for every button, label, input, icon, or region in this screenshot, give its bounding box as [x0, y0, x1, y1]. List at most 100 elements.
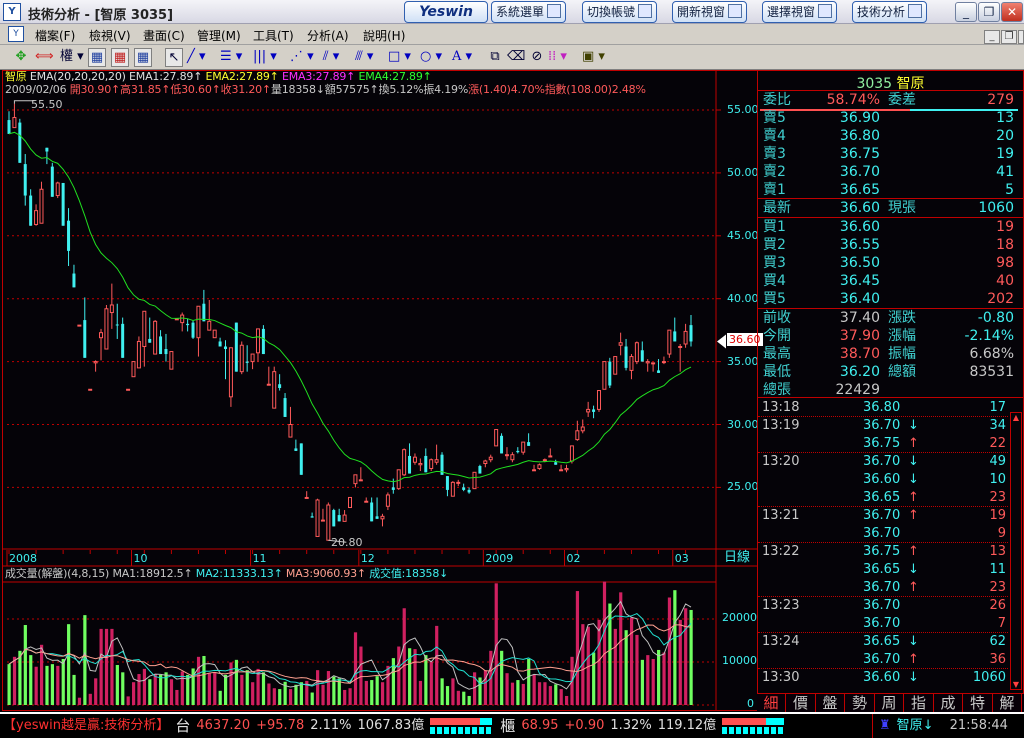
eraser-icon[interactable]: ⌫ [507, 49, 526, 64]
text-icon[interactable]: A ▾ [452, 49, 473, 64]
line-icon[interactable]: ╱ ▾ [187, 49, 206, 64]
candle [142, 310, 147, 367]
candle-body [39, 188, 44, 224]
menu-view[interactable]: 檢視(V) [89, 29, 131, 43]
period-label[interactable]: 日線 [724, 550, 751, 565]
panel-tabs: 細價盤勢周指成特解 [757, 693, 1024, 713]
volume-bar [635, 634, 639, 705]
close-button[interactable]: ✕ [1001, 2, 1023, 22]
volume-bar [77, 697, 82, 705]
menu-file[interactable]: 檔案(F) [35, 29, 76, 43]
volume-bar [462, 691, 466, 705]
candle [456, 479, 461, 487]
move-icon[interactable]: ✥ [15, 49, 27, 64]
quote-panel: 3035 智原 委比 58.74% 委差 279 最新 36.60 現張 106… [757, 70, 1024, 712]
palette-icon[interactable]: ⁞⁞ ▾ [548, 49, 567, 64]
window-icon-3[interactable]: ▦ [134, 48, 152, 67]
stat-label-2: 漲幅 [888, 328, 916, 344]
volume-bar [337, 678, 341, 705]
tick-group-divider [758, 596, 1008, 597]
menu-tools[interactable]: 工具(T) [253, 29, 294, 43]
rights-dropdown[interactable]: 權 ▾ [60, 49, 84, 64]
candle [596, 390, 601, 412]
tab-3[interactable]: 勢 [846, 694, 875, 713]
menu-help[interactable]: 說明(H) [363, 29, 406, 43]
window-icon-2[interactable]: ▦ [111, 48, 129, 67]
candle [554, 459, 558, 465]
horizontal-lines-icon[interactable]: ☰ ▾ [220, 49, 243, 64]
candle-body [569, 445, 574, 462]
tab-1[interactable]: 價 [787, 694, 816, 713]
tab-7[interactable]: 特 [964, 694, 993, 713]
candle-body [456, 481, 461, 484]
volume-bar [467, 695, 471, 705]
app-menu-icon[interactable]: Y [8, 26, 24, 42]
stat-label: 前收 [763, 310, 791, 326]
tab-5[interactable]: 指 [905, 694, 934, 713]
tick-qty: 13 [989, 544, 1006, 559]
minimize-button[interactable]: _ [955, 2, 977, 22]
candle-body [651, 362, 656, 365]
candle [445, 476, 449, 497]
vertical-lines-icon[interactable]: ||| ▾ [253, 49, 277, 64]
pointer-icon[interactable]: ↖ [165, 48, 183, 67]
volume-bar [191, 668, 195, 705]
tick-arrow: ↓ [908, 418, 919, 433]
channel-icon[interactable]: ⫻ ▾ [355, 49, 374, 64]
mdi-restore-button[interactable]: ❐ [1001, 30, 1017, 44]
tab-6[interactable]: 成 [934, 694, 963, 713]
tick-row: 13:23 36.70 26 [758, 597, 1008, 615]
technical-analysis-button[interactable]: 技術分析 [852, 1, 928, 23]
save-icon[interactable]: ▣ ▾ [582, 49, 605, 64]
scroll-up-icon[interactable]: ▲ [1012, 413, 1020, 422]
tab-8[interactable]: 解 [993, 694, 1022, 713]
volume-bar [478, 677, 482, 705]
mdi-close-button[interactable] [1018, 30, 1024, 44]
switch-account-button[interactable]: 切換帳號 [582, 1, 658, 23]
copy-icon[interactable]: ⧉ [490, 49, 500, 64]
fan-icon[interactable]: ⋰ ▾ [290, 49, 314, 64]
candlestick-chart[interactable] [0, 0, 757, 712]
menu-screen[interactable]: 畫面(C) [143, 29, 185, 43]
tick-price: 36.75 [863, 436, 901, 451]
tab-0[interactable]: 細 [757, 694, 786, 713]
bids-qty: 202 [987, 291, 1014, 307]
yeswin-logo-button[interactable]: Yeswin [404, 1, 488, 23]
alert-stock[interactable]: 智原↓ [896, 718, 934, 733]
candle [586, 401, 591, 417]
menu-analysis[interactable]: 分析(A) [307, 29, 349, 43]
tick-time: 13:21 [762, 508, 800, 523]
tab-2[interactable]: 盤 [816, 694, 845, 713]
menu-manage[interactable]: 管理(M) [197, 29, 241, 43]
ellipse-icon[interactable]: ○ ▾ [420, 49, 443, 64]
maximize-button[interactable]: ❐ [978, 2, 1000, 22]
signal-tower-icon: ♜ [879, 718, 891, 733]
asks-qty: 20 [996, 128, 1014, 144]
mdi-minimize-button[interactable]: _ [984, 30, 1000, 44]
candle [450, 481, 455, 497]
candle [385, 492, 390, 511]
lock-icon[interactable]: ⊘ [531, 49, 543, 64]
tick-group-divider [758, 542, 1008, 543]
tab-4[interactable]: 周 [875, 694, 904, 713]
candle [239, 341, 244, 375]
ticks-scrollbar[interactable]: ▲ ▼ [1010, 412, 1022, 690]
header-field: 智原 [5, 70, 27, 83]
rectangle-icon[interactable]: □ ▾ [388, 49, 411, 64]
scroll-down-icon[interactable]: ▼ [1012, 680, 1020, 689]
window-icon-1[interactable]: ▦ [88, 48, 106, 67]
select-window-button[interactable]: 選擇視窗 [762, 1, 838, 23]
candle-body [554, 462, 558, 465]
candle [136, 336, 141, 369]
parallel-icon[interactable]: ⫽ ▾ [322, 49, 340, 64]
system-menu-button[interactable]: 系統選單 [491, 1, 567, 23]
candle [174, 318, 179, 321]
quote-title: 3035 智原 [758, 73, 1023, 93]
asks-qty: 13 [996, 110, 1014, 126]
candle [164, 333, 168, 362]
candle [337, 508, 341, 522]
price-header-line2: 2009/02/06 開30.90↑高31.85↑低30.60↑收31.20↑量… [5, 84, 646, 96]
new-window-button[interactable]: 開新視窗 [672, 1, 748, 23]
bids-price: 36.55 [839, 237, 880, 253]
horizontal-move-icon[interactable]: ⟺ [35, 49, 54, 64]
